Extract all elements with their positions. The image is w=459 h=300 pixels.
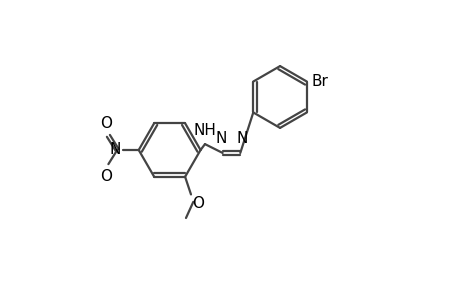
- Text: Br: Br: [311, 74, 327, 89]
- Text: NH: NH: [193, 123, 216, 138]
- Text: O: O: [100, 116, 112, 131]
- Text: N: N: [215, 131, 226, 146]
- Text: N: N: [235, 131, 247, 146]
- Text: O: O: [192, 196, 204, 211]
- Text: N: N: [109, 142, 121, 158]
- Text: O: O: [100, 169, 112, 184]
